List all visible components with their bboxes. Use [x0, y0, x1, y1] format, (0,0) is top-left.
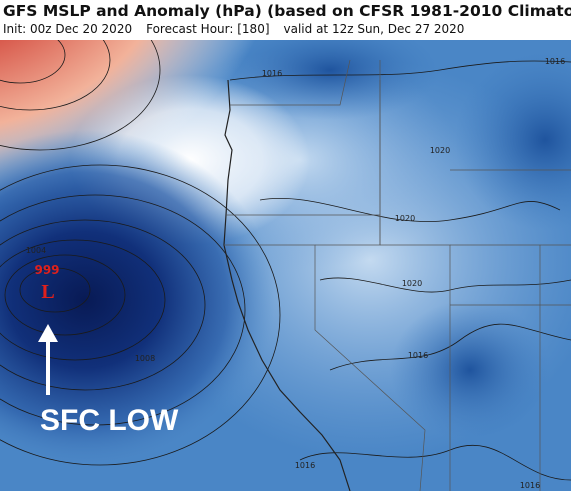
map-feature — [0, 164, 281, 466]
contour-label: 1020 — [430, 146, 450, 155]
map: 1016 1016 1020 1020 1020 1016 1008 1004 … — [0, 40, 571, 491]
map-feature — [4, 254, 126, 336]
contour-label: 1016 — [520, 481, 540, 490]
anomaly-low — [0, 130, 275, 470]
contour-label: 1004 — [26, 246, 46, 255]
map-feature — [229, 60, 571, 81]
map-feature — [0, 194, 246, 426]
low-pressure-value: 999 — [34, 263, 59, 277]
subtitle: Init: 00z Dec 20 2020 Forecast Hour: [180… — [3, 22, 478, 36]
low-symbol: L — [41, 281, 54, 303]
low-annotation: SFC LOW — [40, 404, 179, 437]
borders — [224, 59, 571, 491]
map-feature — [223, 79, 351, 491]
coastline — [223, 79, 351, 491]
map-feature — [230, 59, 351, 106]
map-title: GFS MSLP and Anomaly (hPa) (based on CFS… — [3, 2, 571, 20]
shade — [455, 50, 571, 230]
contour-label: 1016 — [545, 57, 565, 66]
contour-label: 1016 — [408, 351, 428, 360]
map-feature — [0, 40, 111, 111]
shade — [390, 300, 550, 440]
map-feature — [0, 40, 161, 151]
map-feature — [0, 219, 206, 391]
contour-label: 1016 — [262, 69, 282, 78]
forecast-hour: Forecast Hour: [180] — [146, 22, 270, 36]
valid-time: valid at 12z Sun, Dec 27 2020 — [283, 22, 465, 36]
contour-label: 1016 — [295, 461, 315, 470]
map-feature — [259, 198, 561, 222]
contour-label: 1020 — [395, 214, 415, 223]
isobars — [0, 40, 571, 481]
map-feature — [19, 267, 91, 313]
map-feature — [224, 244, 426, 491]
arrow-head — [38, 324, 58, 342]
map-feature — [0, 239, 166, 361]
init-time: Init: 00z Dec 20 2020 — [3, 22, 133, 36]
map-feature — [0, 40, 66, 84]
contour-label: 1020 — [402, 279, 422, 288]
contour-label: 1008 — [135, 354, 155, 363]
map-feature — [329, 323, 571, 371]
